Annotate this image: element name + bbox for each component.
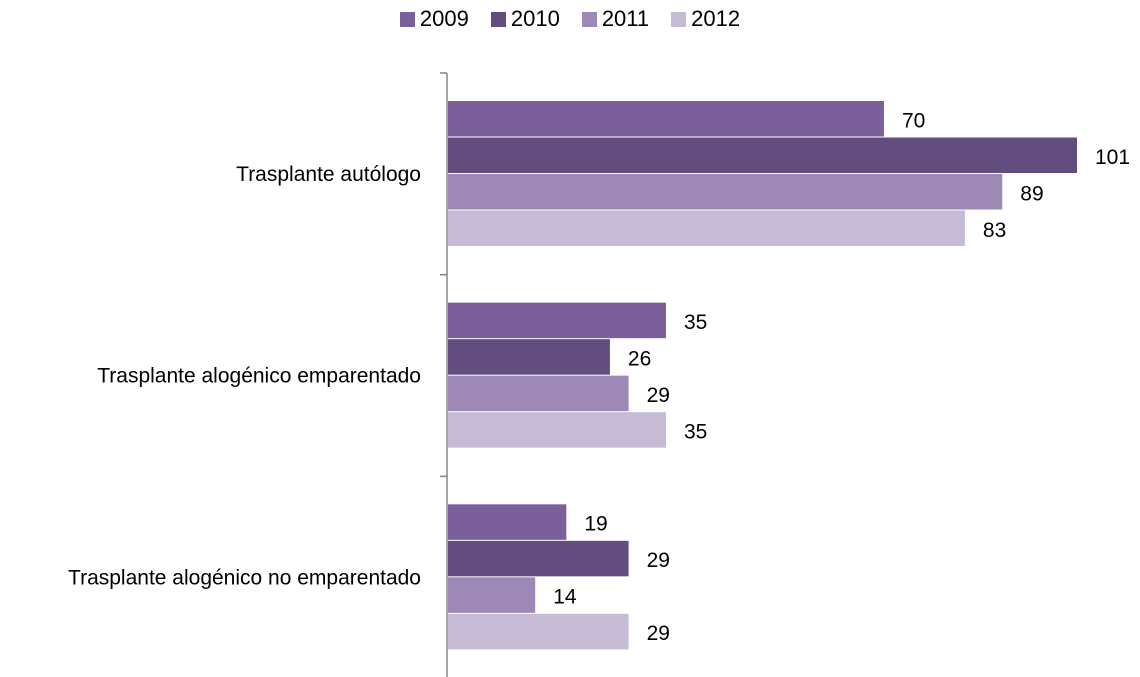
data-label: 29 — [647, 549, 670, 572]
legend-swatch-2009 — [399, 11, 415, 27]
legend-label-2011: 2011 — [601, 6, 650, 31]
legend-label-2009: 2009 — [419, 6, 469, 31]
legend-item-2010: 2010 — [490, 6, 560, 32]
category-label: Trasplante alogénico no emparentado — [68, 566, 421, 589]
category-label: Trasplante autólogo — [236, 163, 421, 186]
data-label: 35 — [684, 420, 707, 443]
data-label: 70 — [902, 109, 925, 132]
legend-label-2010: 2010 — [510, 6, 560, 31]
data-label: 19 — [584, 513, 607, 536]
bar-2012-0 — [448, 210, 965, 246]
bar-2011-0 — [448, 174, 1003, 210]
data-label: 26 — [628, 347, 651, 370]
bar-2009-2 — [448, 504, 567, 540]
data-label: 83 — [983, 219, 1006, 242]
legend-item-2012: 2012 — [671, 6, 740, 32]
legend-item-2009: 2009 — [399, 6, 469, 32]
legend-item-2011: 2011 — [581, 6, 650, 32]
legend-label-2012: 2012 — [691, 6, 741, 31]
bar-2012-1 — [448, 412, 666, 448]
legend-swatch-2012 — [671, 11, 687, 27]
legend-swatch-2011 — [581, 11, 597, 27]
data-label: 29 — [647, 384, 670, 407]
bar-2012-2 — [448, 613, 629, 650]
legend-swatch-2010 — [490, 11, 506, 27]
bar-2009-0 — [448, 101, 884, 137]
category-label: Trasplante alogénico emparentado — [97, 365, 421, 388]
bar-2010-0 — [448, 137, 1077, 173]
bar-2009-1 — [448, 302, 666, 339]
data-label: 89 — [1020, 182, 1043, 205]
bar-2011-1 — [448, 375, 629, 412]
data-label: 35 — [684, 311, 707, 334]
bar-2010-1 — [448, 339, 610, 375]
legend: 2009 2010 2011 2012 — [0, 6, 1140, 32]
data-label: 29 — [647, 622, 670, 645]
bar-2011-2 — [448, 577, 536, 613]
data-label: 101 — [1095, 146, 1130, 169]
bar-2010-2 — [448, 540, 629, 577]
data-label: 14 — [553, 586, 577, 609]
